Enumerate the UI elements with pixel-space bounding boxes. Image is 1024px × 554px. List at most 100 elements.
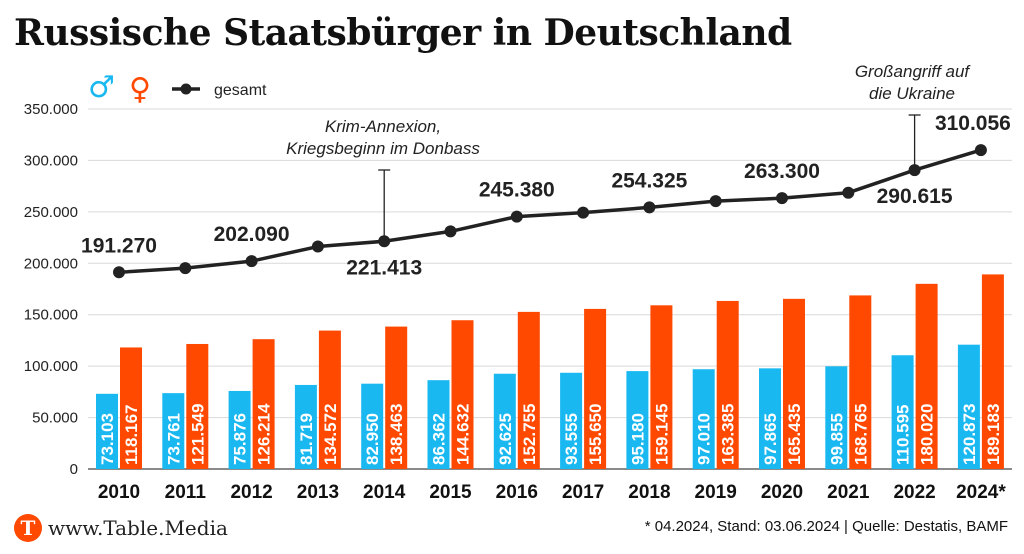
grid-lines bbox=[88, 108, 1012, 470]
bar-male-label: 82.950 bbox=[363, 413, 382, 465]
x-tick-label: 2024* bbox=[956, 482, 1006, 503]
bar-male-label: 92.625 bbox=[496, 413, 515, 465]
total-line: 191.270 202.090 221.413 245.380 254.325 263.3… bbox=[81, 112, 1011, 279]
total-line-point bbox=[776, 192, 788, 205]
bar-male-label: 81.719 bbox=[297, 413, 316, 465]
total-line-point bbox=[510, 210, 523, 223]
logo-icon: T bbox=[14, 514, 42, 542]
bar-male bbox=[891, 355, 914, 469]
legend-male-icon: ♂ bbox=[88, 70, 115, 105]
total-line-label: 245.380 bbox=[479, 179, 555, 202]
bar-female-label: 121.549 bbox=[188, 404, 207, 465]
x-tick-label: 2020 bbox=[761, 482, 803, 503]
bar-female-label: 168.765 bbox=[851, 404, 870, 465]
bar-female bbox=[385, 326, 408, 469]
total-line-point bbox=[577, 206, 590, 219]
bar-male-label: 73.761 bbox=[164, 413, 183, 465]
bar-female-label: 159.145 bbox=[652, 404, 671, 465]
bar-female-label: 155.650 bbox=[586, 404, 605, 465]
bar-female bbox=[252, 339, 275, 469]
annotation-text: die Ukraine bbox=[869, 84, 955, 103]
bar-female-label: 165.435 bbox=[785, 404, 804, 465]
bar-male bbox=[493, 373, 516, 469]
bar-male bbox=[626, 371, 649, 469]
total-line-point bbox=[974, 144, 987, 157]
x-tick-label: 2019 bbox=[695, 482, 737, 503]
bar-male bbox=[427, 380, 450, 469]
y-tick-label: 350.000 bbox=[24, 101, 78, 118]
bar-female-label: 126.214 bbox=[255, 403, 274, 465]
x-tick-label: 2012 bbox=[230, 482, 272, 503]
x-tick-label: 2017 bbox=[562, 482, 604, 503]
legend-female-icon: ♀ bbox=[129, 72, 151, 107]
brand-logo[interactable]: T www.Table.Media bbox=[14, 514, 228, 542]
bar-male-label: 97.010 bbox=[695, 413, 714, 465]
y-tick-label: 50.000 bbox=[32, 410, 78, 427]
source-note: * 04.2024, Stand: 03.06.2024 | Quelle: D… bbox=[644, 518, 1008, 535]
bars: 73.103 73.761 75.876 81.719 82.950 86.362 92.6… bbox=[96, 274, 1004, 469]
bar-female bbox=[716, 300, 739, 469]
total-line-point bbox=[245, 255, 258, 268]
bar-male-label: 73.103 bbox=[98, 413, 117, 465]
x-tick-label: 2010 bbox=[98, 482, 140, 503]
x-tick-label: 2016 bbox=[496, 482, 538, 503]
total-line-label: 202.090 bbox=[214, 223, 290, 246]
total-line-point bbox=[378, 235, 391, 248]
bar-male-label: 110.595 bbox=[894, 404, 913, 465]
x-tick-label: 2013 bbox=[297, 482, 339, 503]
bar-female bbox=[517, 311, 540, 469]
x-tick-label: 2021 bbox=[827, 482, 870, 503]
y-tick-label: 150.000 bbox=[24, 307, 78, 324]
bar-male-label: 75.876 bbox=[231, 413, 250, 465]
bar-male-label: 120.873 bbox=[960, 404, 979, 465]
total-line-label: 310.056 bbox=[935, 112, 1011, 135]
bar-female-label: 180.020 bbox=[918, 404, 937, 465]
bar-female bbox=[981, 274, 1004, 469]
bar-female bbox=[584, 308, 607, 469]
bar-female bbox=[451, 320, 474, 469]
annotations: Krim-Annexion, Kriegsbeginn im Donbass Gro… bbox=[286, 62, 972, 242]
bar-female-label: 134.572 bbox=[321, 404, 340, 465]
y-tick-label: 200.000 bbox=[24, 255, 78, 272]
legend-line-marker bbox=[180, 83, 192, 95]
y-tick-label: 250.000 bbox=[24, 204, 78, 221]
bar-male bbox=[692, 369, 715, 469]
bar-female bbox=[318, 330, 341, 469]
annotation-text: Großangriff auf bbox=[855, 62, 972, 81]
bar-female bbox=[186, 343, 209, 469]
total-line-point bbox=[908, 164, 921, 177]
bar-male bbox=[96, 393, 118, 469]
total-line-label: 263.300 bbox=[744, 160, 820, 183]
total-line-point bbox=[113, 266, 125, 279]
total-line-point bbox=[709, 195, 722, 208]
total-line-path bbox=[118, 148, 982, 275]
annotation-text: Krim-Annexion, bbox=[325, 117, 441, 136]
bar-male bbox=[560, 372, 583, 469]
x-tick-label: 2015 bbox=[429, 482, 472, 503]
bar-female-label: 138.463 bbox=[387, 404, 406, 465]
bar-male bbox=[294, 384, 317, 469]
bar-male bbox=[825, 366, 848, 469]
total-line-label: 254.325 bbox=[611, 169, 687, 192]
total-line-point bbox=[311, 240, 324, 253]
chart: 0 50.000 100.000 150.000 200.000 250.000 300.0… bbox=[24, 62, 1012, 503]
bar-male-label: 97.865 bbox=[761, 413, 780, 465]
bar-male-label: 99.855 bbox=[827, 413, 846, 465]
bar-male-label: 95.180 bbox=[628, 413, 647, 465]
y-tick-label: 300.000 bbox=[24, 152, 78, 169]
legend-total-label: gesamt bbox=[214, 82, 267, 99]
total-line-point bbox=[842, 186, 855, 199]
total-line-label: 290.615 bbox=[877, 185, 953, 208]
y-tick-label: 0 bbox=[70, 461, 78, 478]
bar-female bbox=[849, 295, 872, 469]
bar-male bbox=[759, 368, 781, 469]
total-line-point bbox=[444, 225, 457, 238]
y-axis: 0 50.000 100.000 150.000 200.000 250.000 300.0… bbox=[24, 101, 78, 478]
bar-female bbox=[650, 305, 673, 469]
total-line-point bbox=[643, 201, 656, 214]
x-axis: 2010 2011 2012 2013 2014 2015 2016 2017 2018 2019… bbox=[98, 482, 1006, 503]
annotation-text: Kriegsbeginn im Donbass bbox=[286, 139, 480, 158]
bar-female-label: 189.183 bbox=[984, 404, 1003, 465]
bar-male bbox=[361, 383, 384, 469]
x-tick-label: 2014 bbox=[363, 482, 406, 503]
